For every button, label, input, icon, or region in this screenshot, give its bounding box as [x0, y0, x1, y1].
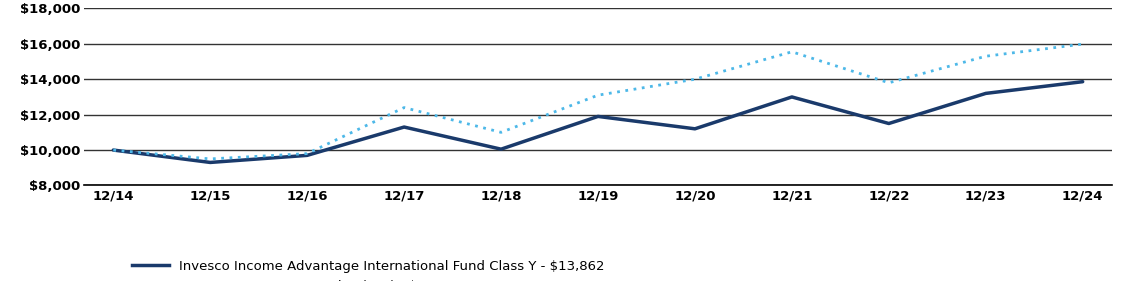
Legend: Invesco Income Advantage International Fund Class Y - $13,862, MSCI ACWI ex-USA®: Invesco Income Advantage International F…	[131, 259, 605, 281]
